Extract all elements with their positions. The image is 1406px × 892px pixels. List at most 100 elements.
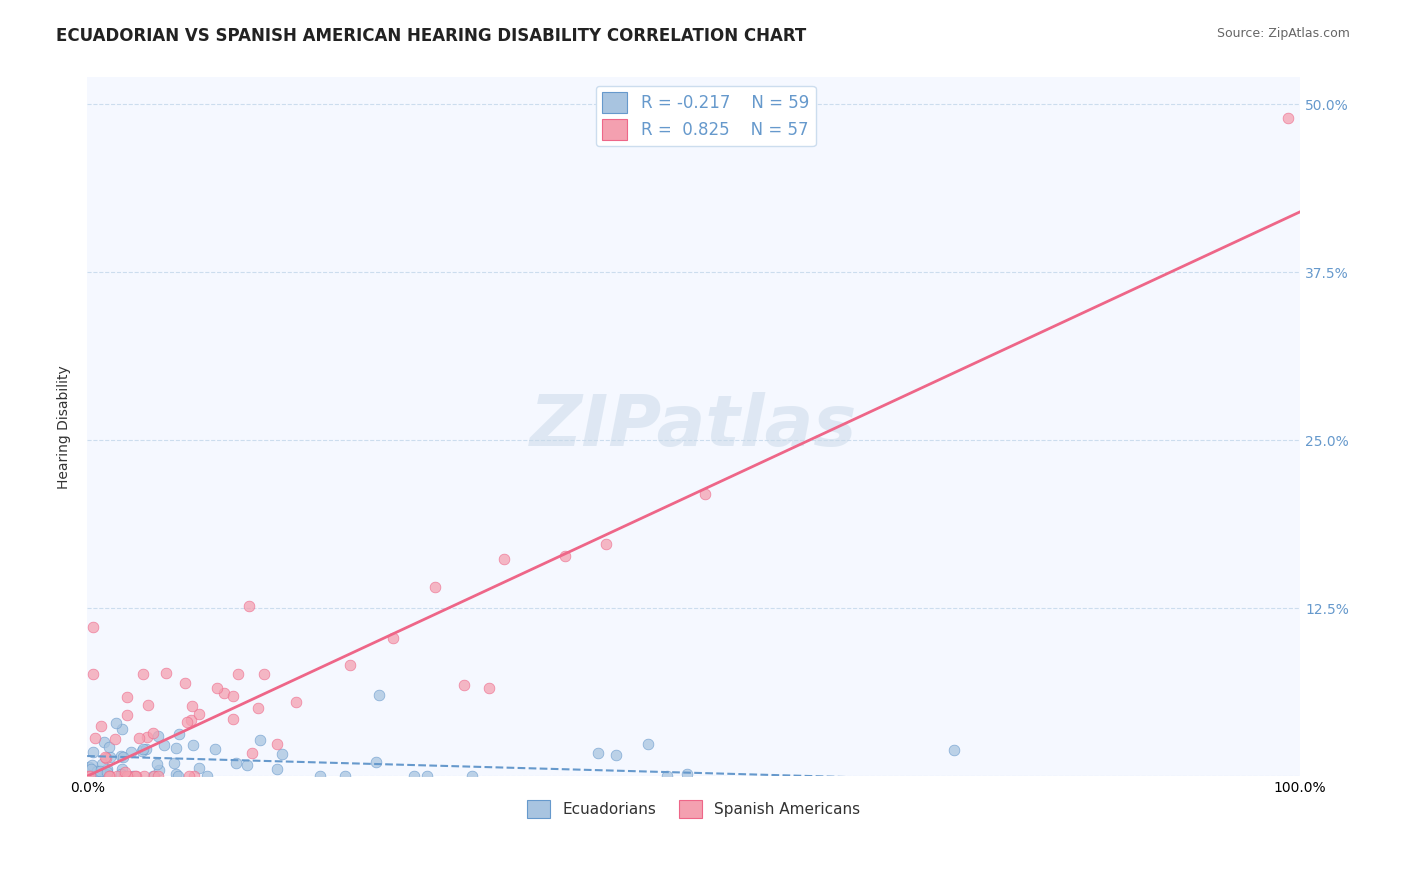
Point [132,667,155,681]
Point [77,769,100,783]
Point [249,733,271,747]
Point [586,746,609,760]
Point [115,769,138,783]
Point [96,762,118,776]
Point [93,769,115,783]
Point [187,707,209,722]
Point [128,731,150,746]
Point [79,763,101,777]
Point [105,769,128,783]
Point [167,769,190,783]
Point [131,744,153,758]
Point [111,763,134,777]
Y-axis label: Hearing Disability: Hearing Disability [58,365,72,489]
Point [135,741,157,756]
Point [96,768,118,782]
Point [117,708,139,723]
Point [368,688,391,702]
Point [266,762,288,776]
Point [142,725,165,739]
Point [177,769,200,783]
Point [79,769,101,783]
Point [266,737,288,751]
Point [247,701,270,715]
Text: ECUADORIAN VS SPANISH AMERICAN HEARING DISABILITY CORRELATION CHART: ECUADORIAN VS SPANISH AMERICAN HEARING D… [56,27,807,45]
Text: Source: ZipAtlas.com: Source: ZipAtlas.com [1216,27,1350,40]
Point [98,750,121,764]
Point [153,738,176,752]
Point [333,769,356,783]
Point [125,769,148,783]
Point [240,746,263,760]
Point [80,758,103,772]
Point [163,756,186,771]
Point [364,755,387,769]
Point [176,714,198,729]
Point [226,667,249,681]
Point [104,731,127,746]
Point [238,599,260,613]
Point [423,581,446,595]
Point [225,756,247,770]
Point [222,712,245,726]
Point [381,632,404,646]
Point [110,767,132,781]
Point [693,487,716,501]
Point [284,694,307,708]
Point [204,742,226,756]
Point [112,769,135,783]
Point [174,676,197,690]
Point [222,690,245,704]
Point [124,769,146,783]
Point [453,678,475,692]
Point [657,769,679,783]
Point [478,681,501,696]
Point [637,737,659,751]
Point [253,666,276,681]
Point [114,765,136,780]
Point [188,761,211,775]
Point [148,763,170,777]
Point [82,745,104,759]
Point [309,769,332,783]
Point [180,699,202,714]
Point [142,769,165,783]
Point [271,747,294,761]
Legend: Ecuadorians, Spanish Americans: Ecuadorians, Spanish Americans [520,794,866,824]
Point [554,549,576,564]
Point [90,756,112,771]
Point [90,719,112,733]
Point [181,738,204,752]
Point [112,749,135,764]
Point [605,747,627,762]
Point [165,741,187,756]
Point [83,731,105,745]
Point [110,749,132,764]
Point [120,745,142,759]
Point [207,681,229,695]
Point [236,758,259,772]
Point [111,722,134,736]
Point [167,727,190,741]
Point [77,760,100,774]
Point [93,750,115,764]
Point [105,716,128,731]
Point [82,666,104,681]
Point [416,769,439,783]
Point [98,769,121,783]
Point [165,766,187,780]
Point [94,751,117,765]
Point [148,730,170,744]
Point [212,686,235,700]
Point [115,690,138,705]
Point [94,767,117,781]
Text: ZIPatlas: ZIPatlas [530,392,858,461]
Point [195,769,218,783]
Point [142,769,165,783]
Point [83,769,105,783]
Point [183,769,205,783]
Point [146,757,169,772]
Point [155,665,177,680]
Point [404,769,426,783]
Point [1277,111,1299,125]
